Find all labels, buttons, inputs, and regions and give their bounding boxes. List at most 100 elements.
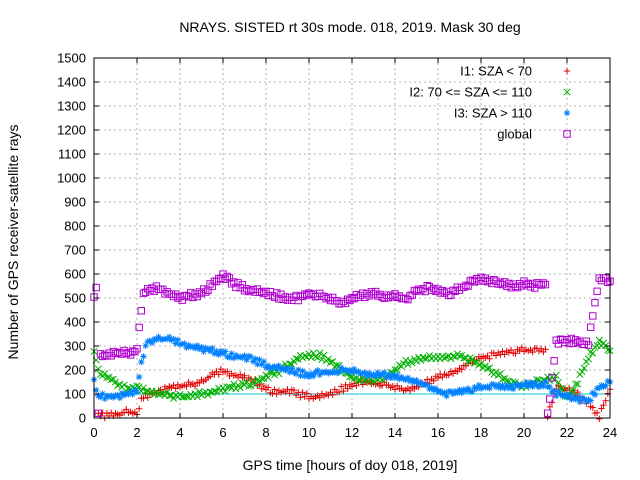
data-point	[169, 394, 178, 402]
data-point	[204, 391, 212, 399]
data-point	[600, 383, 607, 391]
series-4	[90, 270, 614, 418]
data-point	[565, 391, 573, 398]
data-point	[492, 368, 500, 376]
legend-label: I1: SZA < 70	[460, 64, 532, 79]
data-point	[307, 370, 315, 377]
data-point	[146, 337, 154, 344]
data-point	[451, 353, 459, 361]
data-point	[432, 385, 440, 392]
data-point	[260, 358, 268, 365]
data-point	[458, 389, 465, 396]
data-point	[230, 380, 238, 388]
x-tick-label: 6	[219, 425, 226, 440]
data-point	[525, 382, 532, 390]
data-point	[241, 352, 248, 359]
data-point	[346, 366, 354, 374]
data-point	[495, 381, 502, 388]
data-point	[155, 333, 162, 341]
data-point	[503, 382, 510, 389]
data-point	[458, 366, 465, 373]
data-point	[516, 280, 524, 288]
data-point	[224, 368, 231, 375]
data-point	[462, 387, 470, 395]
data-point	[269, 390, 276, 397]
data-point	[264, 362, 272, 369]
data-point	[193, 393, 201, 401]
data-point	[580, 364, 588, 372]
data-point	[409, 376, 416, 384]
data-point	[353, 382, 360, 389]
data-point	[393, 371, 401, 379]
data-point	[331, 363, 339, 371]
data-point	[219, 270, 227, 278]
data-point	[599, 274, 608, 282]
data-point	[133, 388, 141, 396]
data-point	[165, 290, 173, 298]
data-point	[397, 362, 406, 371]
data-point	[540, 383, 547, 390]
data-point	[591, 391, 599, 398]
data-point	[94, 365, 102, 373]
data-point	[486, 355, 493, 362]
data-point	[200, 389, 208, 397]
data-point	[215, 351, 222, 358]
y-tick-label: 1400	[57, 75, 86, 90]
data-point	[497, 384, 504, 392]
x-tick-label: 22	[560, 425, 574, 440]
data-point	[146, 287, 154, 295]
data-point	[529, 348, 536, 356]
x-tick-label: 0	[90, 425, 97, 440]
data-point	[513, 283, 522, 292]
x-tick-label: 14	[388, 425, 402, 440]
data-point	[292, 370, 300, 378]
data-point	[518, 344, 526, 351]
y-tick-label: 1100	[58, 147, 86, 162]
data-point	[148, 339, 156, 347]
data-point	[372, 372, 379, 380]
data-point	[581, 395, 588, 403]
data-point	[550, 357, 558, 365]
data-point	[230, 278, 238, 286]
data-point	[316, 371, 323, 379]
data-point	[163, 388, 171, 396]
data-point	[210, 277, 219, 285]
data-point	[578, 368, 586, 376]
data-point	[559, 392, 566, 400]
data-point	[217, 347, 225, 355]
data-point	[183, 383, 190, 390]
data-point	[271, 386, 278, 393]
data-point	[498, 375, 507, 383]
data-point	[368, 372, 375, 379]
data-point	[479, 383, 487, 390]
data-point	[241, 372, 248, 379]
data-point	[443, 392, 450, 400]
legend: I1: SZA < 70 I2: 70 <= SZA <= 110 I3: SZA …	[409, 64, 571, 142]
data-point	[507, 383, 515, 390]
data-point	[584, 341, 593, 349]
data-point	[139, 384, 148, 392]
y-tick-label: 1000	[57, 171, 86, 186]
data-point	[337, 299, 345, 308]
data-point	[481, 362, 489, 370]
data-point	[237, 371, 244, 378]
data-point	[391, 386, 399, 393]
series-layer	[90, 270, 614, 423]
data-point	[252, 355, 259, 362]
y-tick-label: 600	[64, 267, 86, 282]
data-point	[303, 390, 311, 397]
data-point	[572, 380, 580, 388]
data-point	[294, 296, 302, 305]
data-point	[376, 372, 384, 379]
data-point	[138, 358, 145, 366]
data-point	[221, 348, 229, 355]
data-point	[460, 283, 468, 291]
data-point	[305, 373, 313, 381]
data-point	[449, 390, 457, 398]
data-point	[129, 391, 136, 398]
data-point	[161, 290, 169, 298]
data-point	[254, 361, 261, 368]
data-point	[135, 323, 143, 332]
data-point	[172, 385, 179, 392]
data-point	[441, 389, 448, 396]
